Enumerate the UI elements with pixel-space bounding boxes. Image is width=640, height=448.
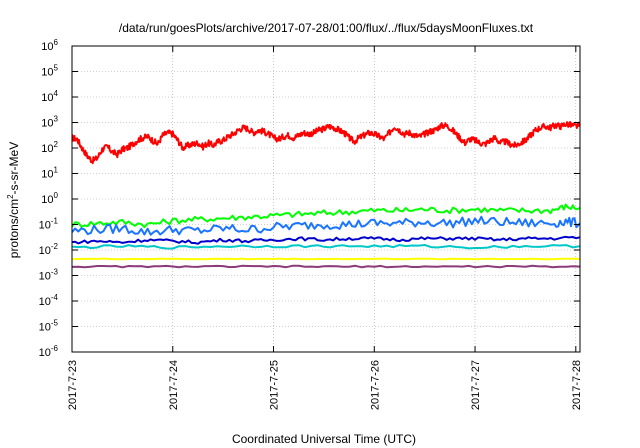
y-axis-label-base: protons/cm [7, 199, 21, 258]
series-line-4 [71, 235, 581, 245]
plot-frame [71, 45, 581, 353]
y-tick-label: 105 [41, 64, 58, 79]
series-line-6 [71, 257, 580, 261]
x-tick-label: 2017-7-25 [269, 360, 281, 410]
series-line-5 [71, 244, 580, 250]
y-tick-label: 100 [41, 191, 58, 206]
y-axis-label-rest: -s-sr-MeV [7, 142, 21, 195]
x-axis-ticks: 2017-7-23 2017-7-24 2017-7-25 2017-7-26 2017… [67, 46, 583, 410]
y-tick-label: 10-2 [39, 242, 59, 257]
grid-lines [72, 46, 580, 352]
y-tick-label: 103 [41, 115, 58, 130]
x-tick-label: 2017-7-24 [168, 360, 180, 410]
y-tick-label: 10-1 [39, 217, 59, 232]
y-tick-label: 10-4 [39, 293, 59, 308]
series-lines [71, 121, 581, 269]
x-tick-label: 2017-7-28 [571, 360, 583, 410]
x-axis-label: Coordinated Universal Time (UTC) [232, 432, 416, 446]
y-tick-label: 102 [41, 140, 58, 155]
series-line-7 [71, 264, 580, 269]
y-axis-label: protons/cm2-s-sr-MeV [6, 142, 21, 258]
chart-title: /data/run/goesPlots/archive/2017-07-28/0… [119, 21, 534, 35]
series-line-2 [71, 203, 581, 229]
y-tick-label: 10-5 [39, 319, 59, 334]
series-line-1 [71, 121, 581, 165]
x-tick-label: 2017-7-23 [67, 360, 79, 410]
y-tick-label: 104 [41, 89, 58, 104]
y-tick-label: 10-3 [39, 268, 59, 283]
x-tick-label: 2017-7-27 [470, 360, 482, 410]
x-tick-label: 2017-7-26 [369, 360, 381, 410]
y-axis-ticks: 10-6 10-5 10-4 10-3 10-2 10-1 100 101 102 103 104 1… [39, 38, 580, 359]
y-tick-label: 106 [41, 38, 58, 53]
y-tick-label: 101 [41, 166, 58, 181]
y-axis-label-sup: 2 [6, 194, 15, 199]
series-line-3 [71, 215, 581, 236]
y-tick-label: 10-6 [39, 344, 59, 359]
